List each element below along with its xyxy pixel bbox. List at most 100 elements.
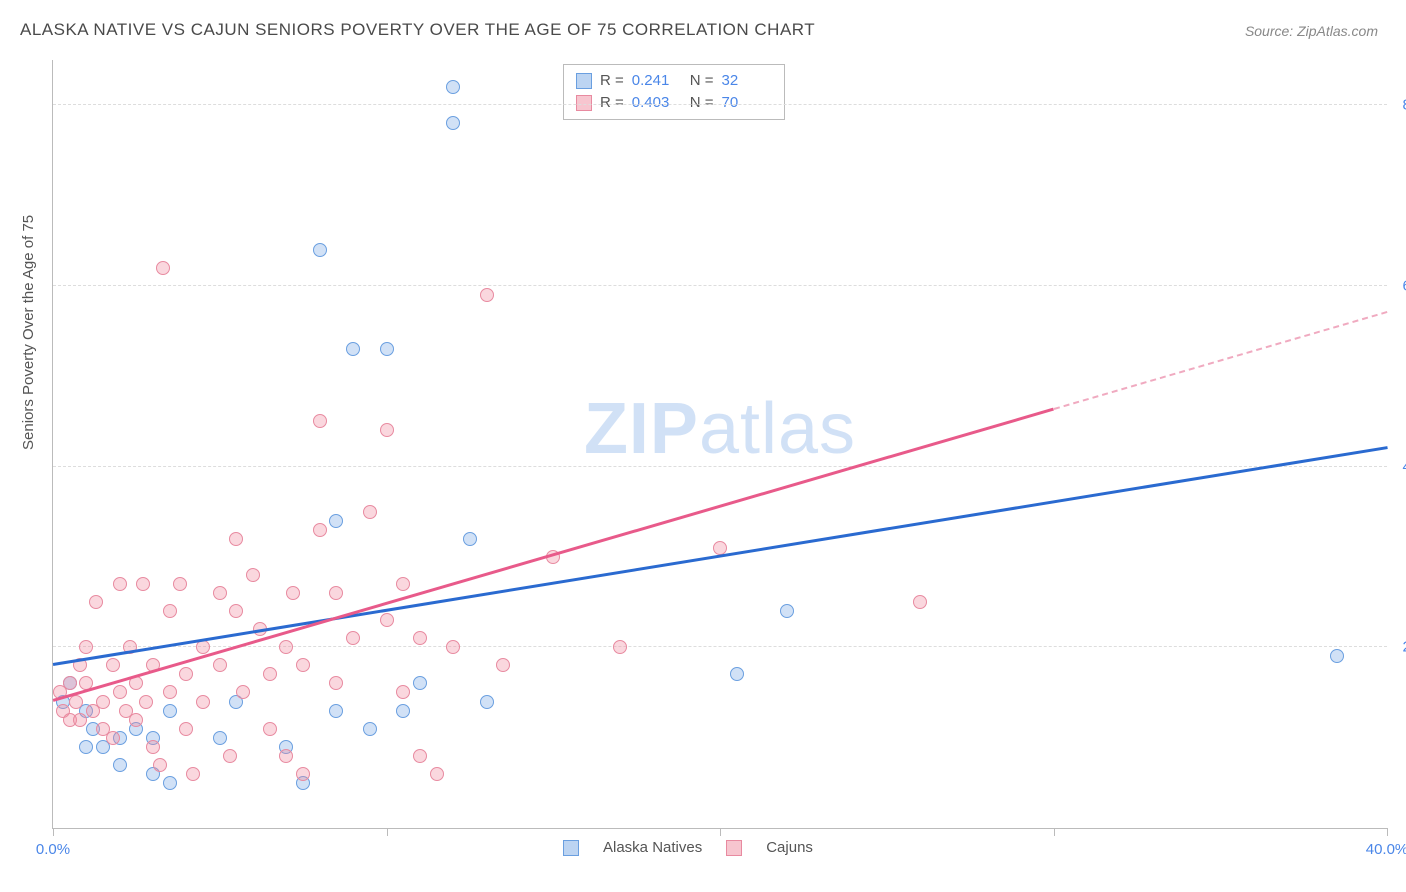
data-point	[213, 731, 227, 745]
scatter-plot-area: ZIPatlas R = 0.241 N = 32 R = 0.403 N = …	[52, 60, 1387, 829]
data-point	[780, 604, 794, 618]
data-point	[480, 288, 494, 302]
stat-label: R =	[600, 70, 624, 92]
data-point	[156, 261, 170, 275]
data-point	[213, 658, 227, 672]
data-point	[136, 577, 150, 591]
chart-title: ALASKA NATIVE VS CAJUN SENIORS POVERTY O…	[20, 20, 815, 40]
stat-label: R =	[600, 92, 624, 114]
data-point	[446, 640, 460, 654]
data-point	[106, 731, 120, 745]
data-point	[73, 713, 87, 727]
data-point	[380, 342, 394, 356]
gridline	[53, 285, 1387, 286]
data-point	[413, 676, 427, 690]
data-point	[313, 243, 327, 257]
data-point	[363, 505, 377, 519]
data-point	[329, 704, 343, 718]
data-point	[446, 116, 460, 130]
data-point	[69, 695, 83, 709]
data-point	[296, 767, 310, 781]
data-point	[296, 658, 310, 672]
data-point	[163, 685, 177, 699]
data-point	[113, 685, 127, 699]
r-value: 0.241	[632, 70, 682, 92]
data-point	[329, 586, 343, 600]
data-point	[279, 640, 293, 654]
data-point	[179, 667, 193, 681]
watermark: ZIPatlas	[584, 388, 856, 470]
data-point	[146, 740, 160, 754]
data-point	[413, 749, 427, 763]
y-tick-label: 20.0%	[1393, 639, 1406, 656]
x-tick	[720, 828, 721, 836]
data-point	[163, 704, 177, 718]
data-point	[313, 414, 327, 428]
y-tick-label: 60.0%	[1393, 277, 1406, 294]
data-point	[396, 577, 410, 591]
data-point	[229, 532, 243, 546]
data-point	[279, 749, 293, 763]
data-point	[79, 740, 93, 754]
x-tick-label: 40.0%	[1366, 841, 1406, 858]
data-point	[196, 695, 210, 709]
gridline	[53, 104, 1387, 105]
data-point	[480, 695, 494, 709]
swatch-icon	[563, 840, 579, 856]
data-point	[363, 722, 377, 736]
trend-line	[1053, 311, 1387, 410]
swatch-icon	[576, 73, 592, 89]
data-point	[63, 676, 77, 690]
x-tick	[53, 828, 54, 836]
source-attribution: Source: ZipAtlas.com	[1245, 23, 1378, 39]
y-axis-label: Seniors Poverty Over the Age of 75	[20, 215, 37, 450]
x-tick	[1054, 828, 1055, 836]
r-value: 0.403	[632, 92, 682, 114]
data-point	[730, 667, 744, 681]
stat-label: N =	[690, 70, 714, 92]
stats-row: R = 0.241 N = 32	[576, 70, 772, 92]
data-point	[129, 713, 143, 727]
stat-label: N =	[690, 92, 714, 114]
y-tick-label: 80.0%	[1393, 97, 1406, 114]
data-point	[196, 640, 210, 654]
data-point	[246, 568, 260, 582]
stats-row: R = 0.403 N = 70	[576, 92, 772, 114]
data-point	[430, 767, 444, 781]
x-tick	[387, 828, 388, 836]
data-point	[223, 749, 237, 763]
data-point	[139, 695, 153, 709]
trend-line	[53, 446, 1387, 665]
data-point	[263, 722, 277, 736]
data-point	[413, 631, 427, 645]
data-point	[263, 667, 277, 681]
data-point	[396, 685, 410, 699]
data-point	[213, 586, 227, 600]
data-point	[346, 342, 360, 356]
correlation-stats-box: R = 0.241 N = 32 R = 0.403 N = 70	[563, 64, 785, 120]
data-point	[113, 758, 127, 772]
x-tick	[1387, 828, 1388, 836]
data-point	[496, 658, 510, 672]
data-point	[396, 704, 410, 718]
data-point	[96, 695, 110, 709]
data-point	[163, 604, 177, 618]
data-point	[613, 640, 627, 654]
gridline	[53, 646, 1387, 647]
data-point	[89, 595, 103, 609]
data-point	[329, 676, 343, 690]
data-point	[313, 523, 327, 537]
data-point	[286, 586, 300, 600]
n-value: 32	[722, 70, 772, 92]
data-point	[163, 776, 177, 790]
data-point	[380, 423, 394, 437]
data-point	[153, 758, 167, 772]
series-legend: Alaska Natives Cajuns	[563, 839, 813, 856]
data-point	[913, 595, 927, 609]
trend-line	[53, 408, 1054, 702]
legend-label: Cajuns	[766, 839, 813, 856]
data-point	[229, 604, 243, 618]
gridline	[53, 466, 1387, 467]
data-point	[446, 80, 460, 94]
data-point	[106, 658, 120, 672]
